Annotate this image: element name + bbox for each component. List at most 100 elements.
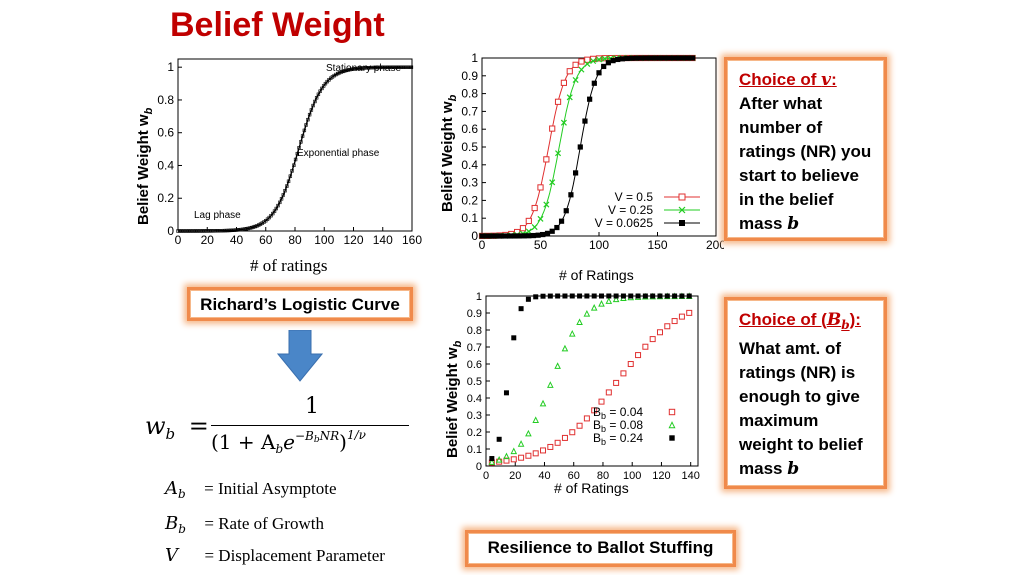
logistic-point	[207, 229, 212, 233]
legend-marker-1	[668, 421, 676, 429]
series-point-2	[657, 55, 663, 61]
formula-lhs: w	[145, 412, 166, 440]
logistic-point	[336, 71, 340, 76]
series-point-2	[549, 228, 555, 234]
logistic-point	[232, 228, 236, 232]
series-point-0	[613, 379, 620, 386]
logistic-point	[241, 227, 245, 232]
logistic-point	[393, 65, 398, 69]
series-point-2	[540, 231, 546, 238]
annotation-exponential: Exponential phase	[297, 148, 380, 159]
series-point-2	[511, 335, 517, 341]
displacement-chart: 0 50 100 150 20000.10.20.30.40.50.60.70.80.9…	[439, 51, 724, 283]
series-point-0	[569, 429, 576, 436]
legend-value: = 0.08	[606, 418, 643, 432]
logistic-point	[360, 66, 364, 70]
logistic-point	[274, 206, 278, 211]
logistic-point	[395, 65, 400, 69]
series-point-1	[531, 224, 538, 231]
logistic-point	[341, 69, 345, 74]
x-tick-label: 100	[589, 238, 609, 252]
logistic-point	[404, 65, 408, 69]
series-point-0	[519, 225, 527, 232]
logistic-point	[258, 222, 263, 226]
series-point-0	[531, 204, 538, 212]
logistic-point	[188, 229, 192, 233]
series-point-2	[587, 96, 593, 102]
series-point-0	[656, 329, 663, 336]
choice-bb-box: Choice of (Bb): What amt. of ratings (NR…	[724, 297, 887, 489]
logistic-point	[237, 228, 242, 232]
rt-ylabel: Belief Weight wb	[439, 94, 459, 212]
series-point-1	[495, 455, 503, 463]
logistic-point	[343, 69, 347, 73]
series-point-2	[672, 293, 678, 299]
series-point-0	[642, 343, 649, 350]
series-point-0	[686, 309, 693, 316]
series-point-2	[605, 60, 611, 66]
rb-ylabel: Belief Weight wb	[444, 340, 464, 458]
logistic-point	[214, 229, 219, 233]
logistic-point	[381, 65, 386, 70]
logistic-point	[348, 67, 352, 72]
choice-v-box: Choice of v: After what number of rating…	[724, 57, 887, 241]
y-tick-label: 0.6	[157, 126, 174, 140]
logistic-point	[351, 67, 356, 71]
annotation-stationary: Stationary phase	[326, 63, 401, 74]
choice-v-heading: Choice of v:	[739, 70, 837, 90]
series-point-2	[496, 436, 502, 442]
logistic-point	[234, 228, 238, 232]
series-point-0	[620, 370, 627, 377]
series-point-2	[652, 55, 658, 61]
logistic-point	[323, 81, 328, 86]
series-point-1	[539, 399, 547, 407]
y-tick-label: 1	[167, 60, 174, 74]
logistic-point	[248, 226, 252, 230]
series-point-2	[558, 218, 565, 224]
y-tick-label: 0.4	[467, 393, 482, 405]
series-point-1	[598, 299, 605, 307]
logistic-point	[350, 67, 354, 71]
series-point-2	[601, 63, 607, 70]
logistic-point	[364, 66, 368, 70]
series-point-2	[635, 293, 641, 299]
x-tick-label: 40	[230, 233, 244, 247]
series-point-2	[606, 293, 612, 299]
x-tick-label: 120	[652, 470, 670, 482]
x-tick-label: 100	[623, 470, 641, 482]
logistic-point	[357, 66, 361, 71]
logistic-point	[378, 65, 382, 70]
logistic-point	[407, 65, 412, 69]
series-point-2	[582, 118, 588, 124]
series-point-2	[633, 55, 640, 61]
series-point-2	[620, 293, 626, 299]
series-point-1	[554, 362, 561, 369]
x-tick-label: 60	[259, 233, 273, 247]
legend-marker-2	[669, 435, 675, 441]
logistic-point	[313, 99, 317, 104]
series-point-1	[566, 94, 573, 101]
x-tick-label: 140	[682, 470, 700, 482]
logistic-point	[372, 65, 377, 70]
series-point-2	[666, 55, 672, 61]
logistic-point	[316, 92, 321, 97]
logistic-point	[185, 229, 189, 233]
logistic-point	[332, 73, 336, 78]
logistic-point	[385, 65, 389, 70]
logistic-point	[209, 229, 214, 233]
series-point-1	[503, 452, 510, 460]
logistic-point	[409, 65, 414, 69]
rb-xlabel: # of Ratings	[554, 480, 629, 496]
series-point-1	[549, 179, 556, 186]
series-point-1	[555, 150, 562, 157]
series-point-0	[532, 450, 539, 457]
logistic-point	[278, 200, 282, 205]
logistic-point	[292, 163, 296, 167]
y-tick-label: 0.2	[461, 193, 478, 207]
series-point-0	[503, 457, 510, 464]
logistic-point	[355, 66, 359, 71]
logistic-point	[276, 203, 280, 208]
series-point-2	[591, 80, 597, 86]
series-point-2	[521, 233, 527, 239]
logistic-point	[374, 65, 379, 70]
